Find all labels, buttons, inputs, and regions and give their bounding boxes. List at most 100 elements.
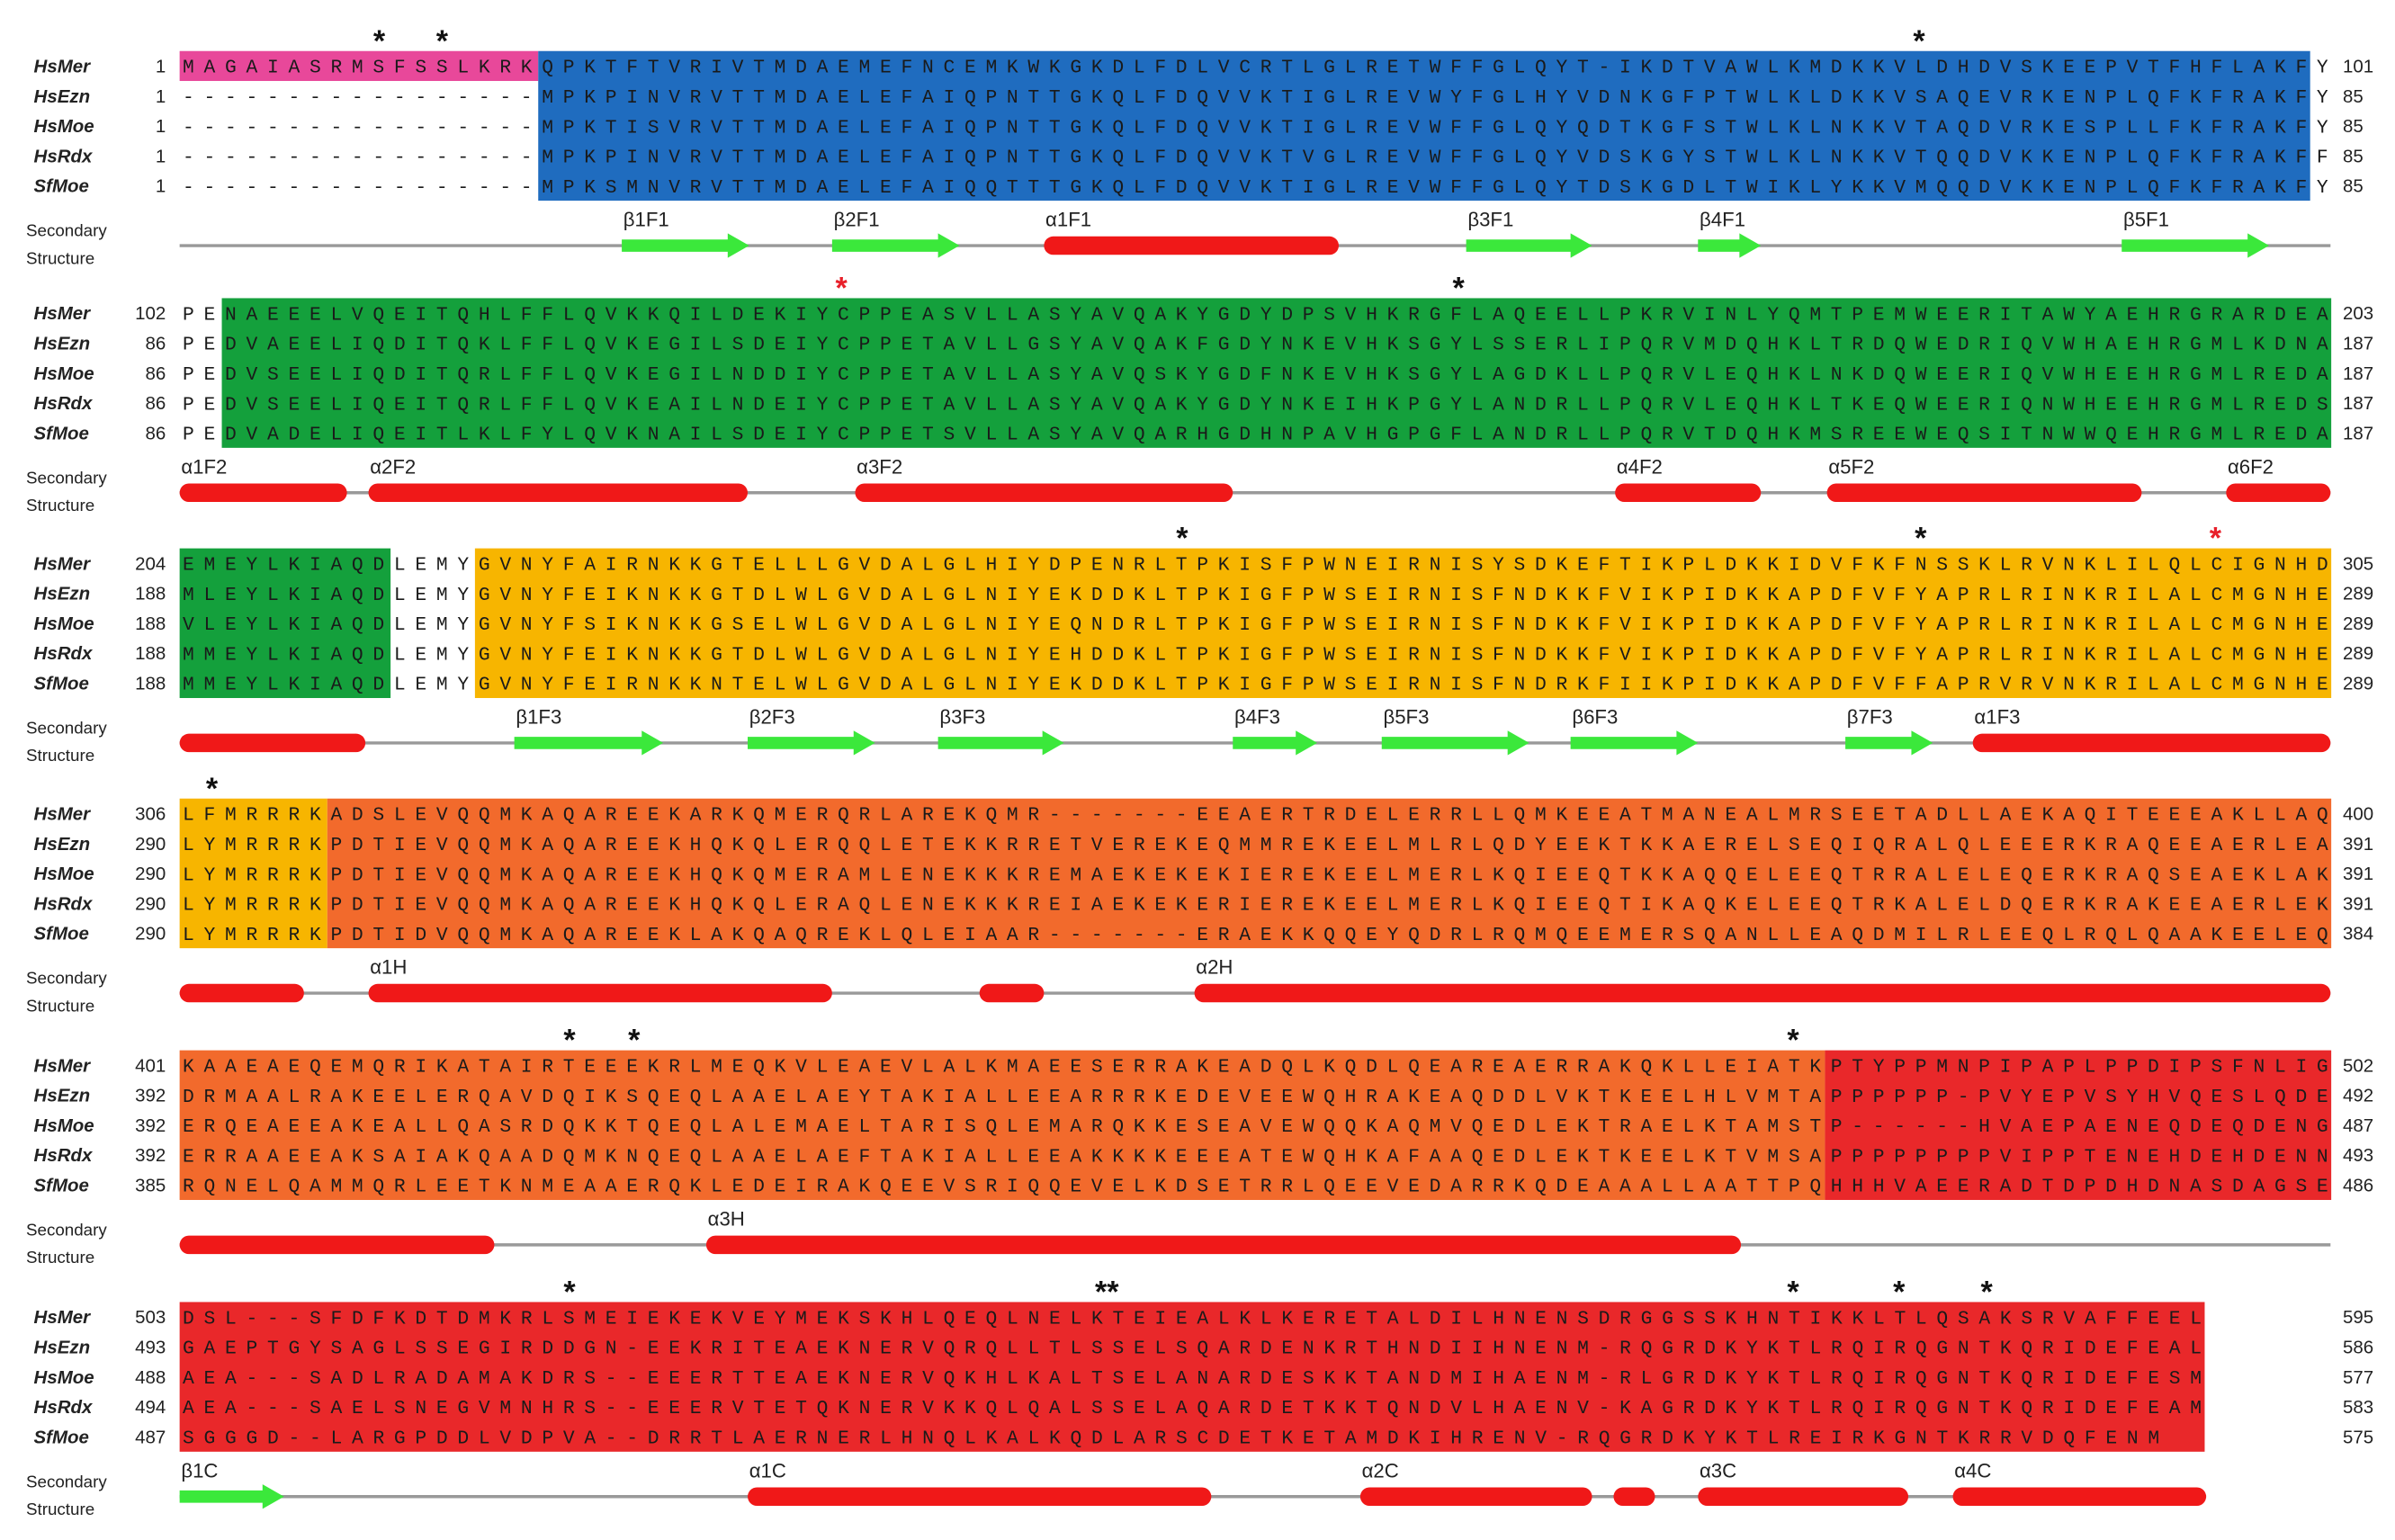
structure-element-label: α2C [1362,1459,1399,1482]
beta-strand [831,233,960,258]
end-number: 85 [2343,116,2364,137]
start-number: 290 [135,834,166,855]
start-number: 392 [135,1145,166,1166]
domain-region [179,548,391,698]
sequence-name: SfMoe [34,423,89,443]
end-number: 305 [2343,553,2373,574]
alpha-helix [1194,983,2331,1003]
alignment-block: HsMer 204 EMEYLKIAQDLEMYGVNYFAIRNKKGTELLLG… [26,522,2373,766]
end-number: 187 [2343,333,2373,354]
start-number: 1 [156,146,166,166]
alignment-block: HsMer 503 DSL---SFDFKDTDMKRLSMEIEKEKVEYMEK… [26,1276,2373,1519]
secondary-structure-label: Structure [26,496,94,515]
start-number: 102 [135,303,166,324]
end-number: 595 [2343,1307,2373,1328]
alpha-helix [1952,1487,2207,1506]
start-number: 1 [156,176,166,197]
start-number: 188 [135,643,166,664]
beta-strand [1381,730,1529,756]
sequence-name: HsMer [34,804,92,825]
structure-element-label: β5F1 [2123,209,2169,231]
start-number: 1 [156,86,166,107]
start-number: 86 [146,423,166,443]
sequence-name: SfMoe [34,1175,89,1195]
structure-element-label: β4F1 [1700,209,1745,231]
structure-element-label: β5F3 [1383,705,1429,728]
structure-element-label: β2F1 [834,209,880,231]
alpha-helix [1972,733,2331,753]
end-number: 400 [2343,804,2373,825]
end-number: 187 [2343,393,2373,414]
sequence-name: HsEzn [34,86,91,107]
sequence-name: HsMoe [34,363,94,384]
sequence-name: HsMoe [34,864,94,884]
alignment-block: HsMer 1 MAGAIASRMSFSSLKRKQPKTFTVRIVTMDAEME… [26,24,2373,268]
conservation-asterisk: * [628,1024,641,1058]
conservation-asterisk: * [206,772,219,806]
domain-region [327,798,2332,949]
alpha-helix [179,1235,495,1255]
end-number: 493 [2343,1145,2373,1166]
alpha-helix [1826,483,2142,502]
conservation-asterisk: * [2210,522,2222,556]
start-number: 392 [135,1086,166,1106]
sequence-name: HsMer [34,1307,92,1328]
sequence-name: HsEzn [34,1337,91,1357]
start-number: 188 [135,673,166,694]
beta-strand [514,730,664,756]
end-number: 391 [2343,864,2373,884]
alpha-helix [179,983,304,1003]
conservation-asterisk: * [436,24,449,58]
sequence-name: HsRdx [34,1397,94,1418]
domain-region [179,798,327,949]
conservation-asterisk: * [1915,522,1927,556]
sequence-name: HsMer [34,553,92,574]
alpha-helix [179,483,347,502]
sequence-name: HsEzn [34,1086,91,1106]
start-number: 204 [135,553,166,574]
structure-element-label: α3H [708,1207,745,1230]
start-number: 493 [135,1337,166,1357]
end-number: 575 [2343,1427,2373,1447]
alpha-helix [1044,236,1339,255]
end-number: 289 [2343,584,2373,604]
alpha-helix [1615,483,1762,502]
structure-element-label: α1F2 [181,455,227,478]
structure-element-label: β3F3 [939,705,985,728]
structure-element-label: α1H [370,956,407,979]
end-number: 391 [2343,893,2373,914]
structure-element-label: β2F3 [749,705,795,728]
sequence-name: HsMoe [34,613,94,634]
alpha-helix [179,733,366,753]
beta-strand [937,730,1064,756]
sequence-name: HsEzn [34,333,91,354]
alignment-block: HsMer 306 LFMRRRKADSLEVQQMKAQAREEKARKQMERQ… [26,772,2373,1016]
structure-element-label: α5F2 [1828,455,1874,478]
structure-element-label: β4F3 [1234,705,1280,728]
start-number: 290 [135,864,166,884]
end-number: 492 [2343,1086,2373,1106]
end-number: 583 [2343,1397,2373,1418]
sequence-name: HsMoe [34,1115,94,1136]
start-number: 385 [135,1175,166,1195]
sequence-name: HsMer [34,56,92,76]
start-number: 86 [146,333,166,354]
alignment-block: HsMer 102 PENAEEELVQEITQHLFFLQVKKQILDEKIYC… [26,272,2373,515]
start-number: 401 [135,1055,166,1076]
conservation-asterisk: * [1176,522,1189,556]
structure-element-label: β1F1 [623,209,669,231]
beta-strand [1570,730,1699,756]
structure-element-label: α2H [1196,956,1233,979]
conservation-asterisk: * [835,272,848,306]
sequence-name: HsRdx [34,393,94,414]
secondary-structure-label: Structure [26,1248,94,1267]
beta-strand [622,233,749,258]
end-number: 187 [2343,363,2373,384]
sequence-name: SfMoe [34,176,89,197]
end-number: 187 [2343,423,2373,443]
end-number: 486 [2343,1175,2373,1195]
sequence-name: HsMoe [34,1367,94,1388]
start-number: 503 [135,1307,166,1328]
structure-element-label: α4F2 [1617,455,1663,478]
sequence-name: HsRdx [34,146,94,166]
